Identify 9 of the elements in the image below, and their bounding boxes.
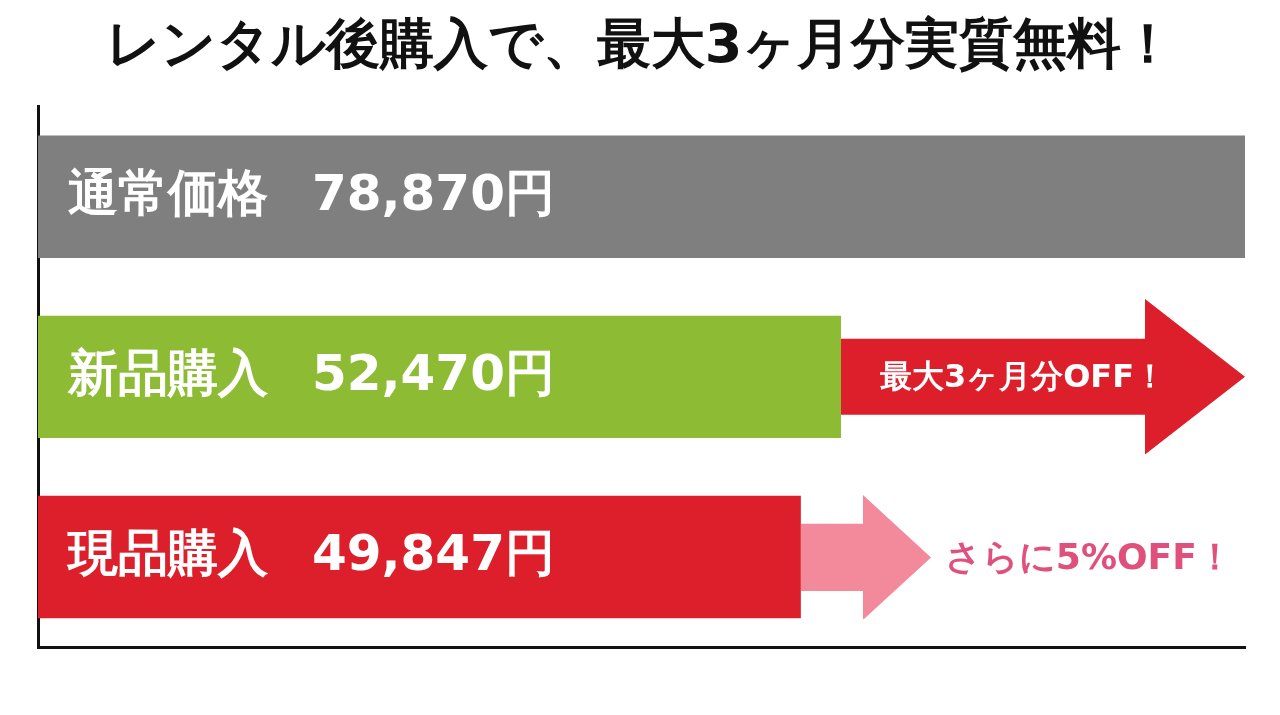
annotation: 最大3ヶ月分OFF！ [878,357,1168,396]
chart-title: レンタル後購入で、最大3ヶ月分実質無料！ [105,12,1176,76]
y-tick-label: 現品購入 [66,523,269,582]
data-label: 49,847円 [312,523,555,582]
y-tick-label: 通常価格 [68,163,268,222]
y-tick-label: 新品購入 [67,343,269,402]
data-label: 52,470円 [312,343,555,402]
data-label: 78,870円 [312,163,555,222]
annotation: さらに5%OFF！ [944,536,1233,578]
